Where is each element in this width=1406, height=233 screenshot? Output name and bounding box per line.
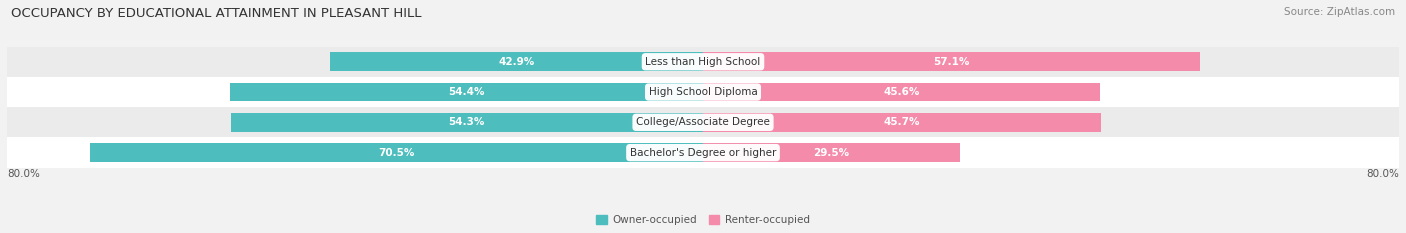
Text: OCCUPANCY BY EDUCATIONAL ATTAINMENT IN PLEASANT HILL: OCCUPANCY BY EDUCATIONAL ATTAINMENT IN P… (11, 7, 422, 20)
Bar (703, 83, 1099, 101)
Text: 57.1%: 57.1% (934, 57, 970, 67)
Text: 42.9%: 42.9% (498, 57, 534, 67)
Text: College/Associate Degree: College/Associate Degree (636, 117, 770, 127)
Bar (703, 143, 960, 162)
Text: 70.5%: 70.5% (378, 148, 415, 158)
Bar (703, 113, 1101, 132)
Text: High School Diploma: High School Diploma (648, 87, 758, 97)
Bar (90, 143, 703, 162)
Text: 45.7%: 45.7% (883, 117, 920, 127)
Text: 54.3%: 54.3% (449, 117, 485, 127)
Text: 45.6%: 45.6% (883, 87, 920, 97)
Bar (7, 137, 1399, 168)
Text: 80.0%: 80.0% (7, 169, 39, 179)
Text: Source: ZipAtlas.com: Source: ZipAtlas.com (1284, 7, 1395, 17)
Text: Less than High School: Less than High School (645, 57, 761, 67)
Text: 54.4%: 54.4% (449, 87, 485, 97)
Legend: Owner-occupied, Renter-occupied: Owner-occupied, Renter-occupied (592, 211, 814, 229)
Bar (231, 113, 703, 132)
Text: 29.5%: 29.5% (813, 148, 849, 158)
Text: 80.0%: 80.0% (1367, 169, 1399, 179)
Bar (703, 52, 1199, 71)
Bar (229, 83, 703, 101)
Bar (7, 47, 1399, 77)
Bar (7, 77, 1399, 107)
Bar (7, 107, 1399, 137)
Text: Bachelor's Degree or higher: Bachelor's Degree or higher (630, 148, 776, 158)
Bar (330, 52, 703, 71)
